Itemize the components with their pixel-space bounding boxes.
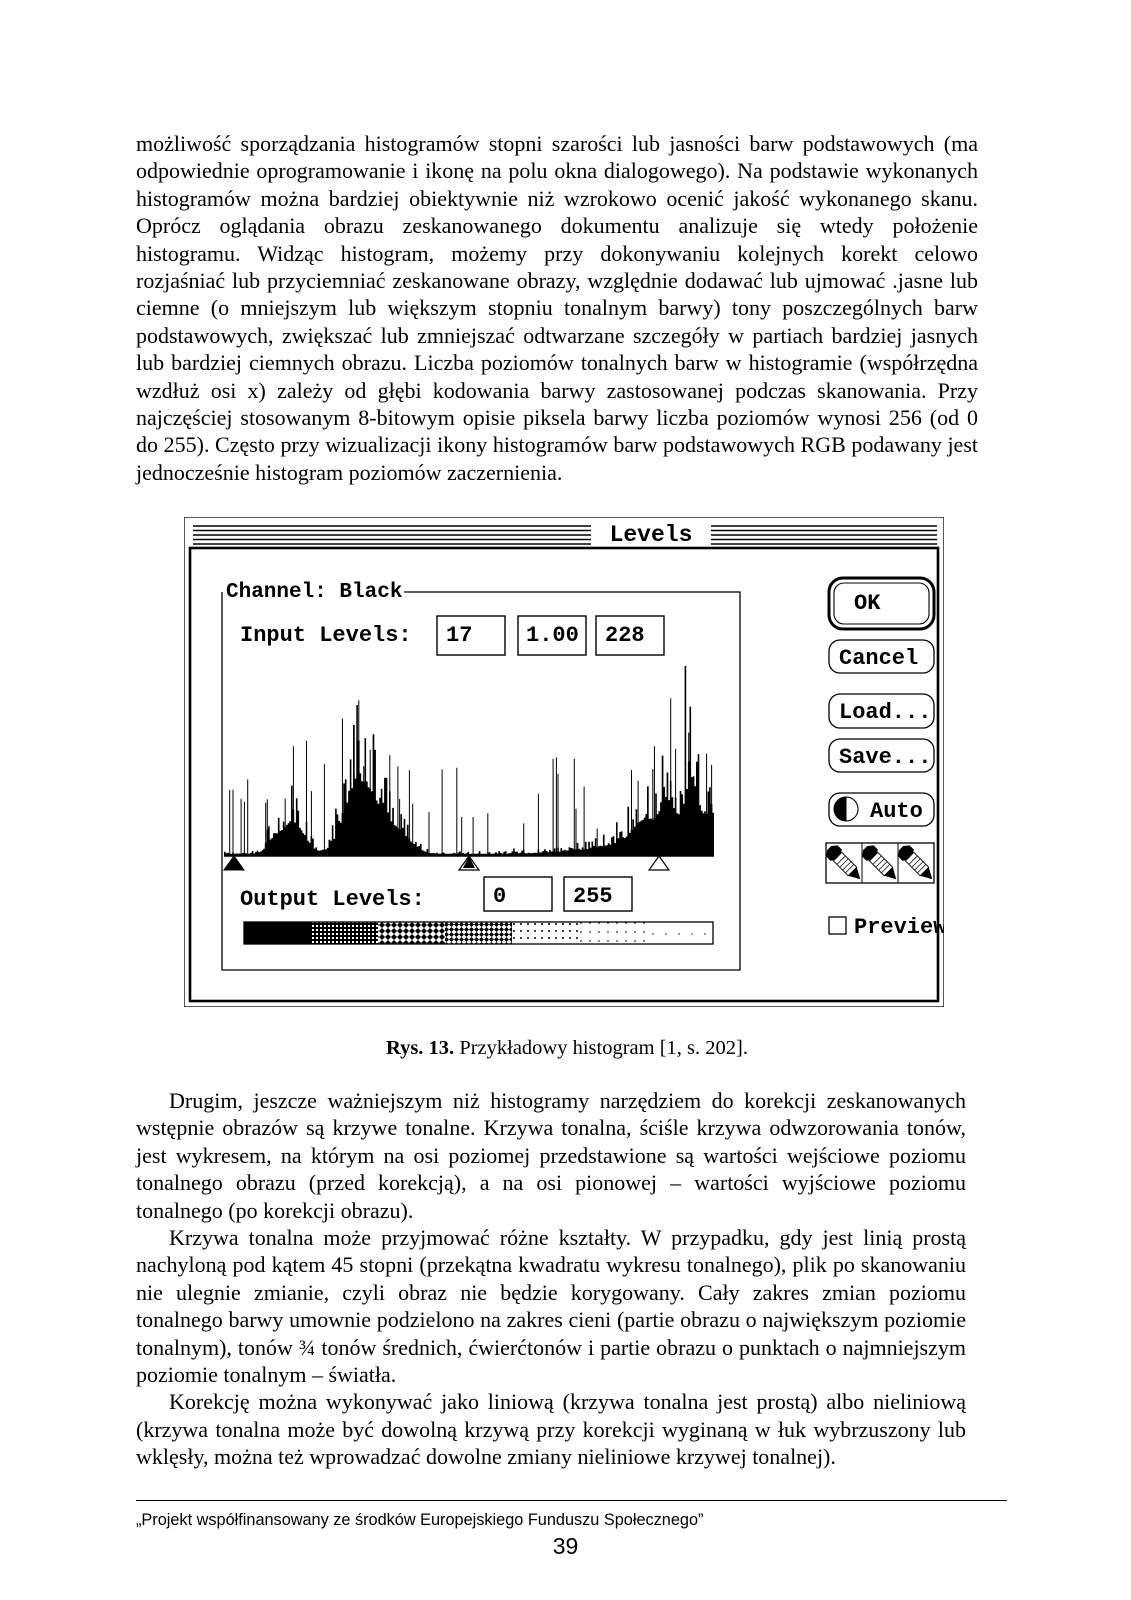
svg-text:Auto: Auto	[870, 799, 923, 824]
svg-text:Channel: Black: Channel: Black	[226, 581, 402, 604]
svg-text:255: 255	[573, 884, 613, 909]
svg-text:Save...: Save...	[839, 745, 931, 770]
svg-text:Input Levels:: Input Levels:	[240, 623, 412, 648]
svg-text:228: 228	[605, 623, 645, 648]
svg-text:OK: OK	[854, 591, 881, 616]
svg-text:1.00: 1.00	[526, 623, 579, 648]
svg-text:0: 0	[493, 884, 506, 909]
svg-text:Levels: Levels	[610, 522, 693, 548]
svg-text:Preview: Preview	[854, 915, 944, 940]
svg-text:17: 17	[446, 623, 472, 648]
svg-text:Load...: Load...	[839, 700, 931, 725]
svg-text:Cancel: Cancel	[839, 646, 918, 671]
svg-text:Output Levels:: Output Levels:	[240, 887, 425, 912]
